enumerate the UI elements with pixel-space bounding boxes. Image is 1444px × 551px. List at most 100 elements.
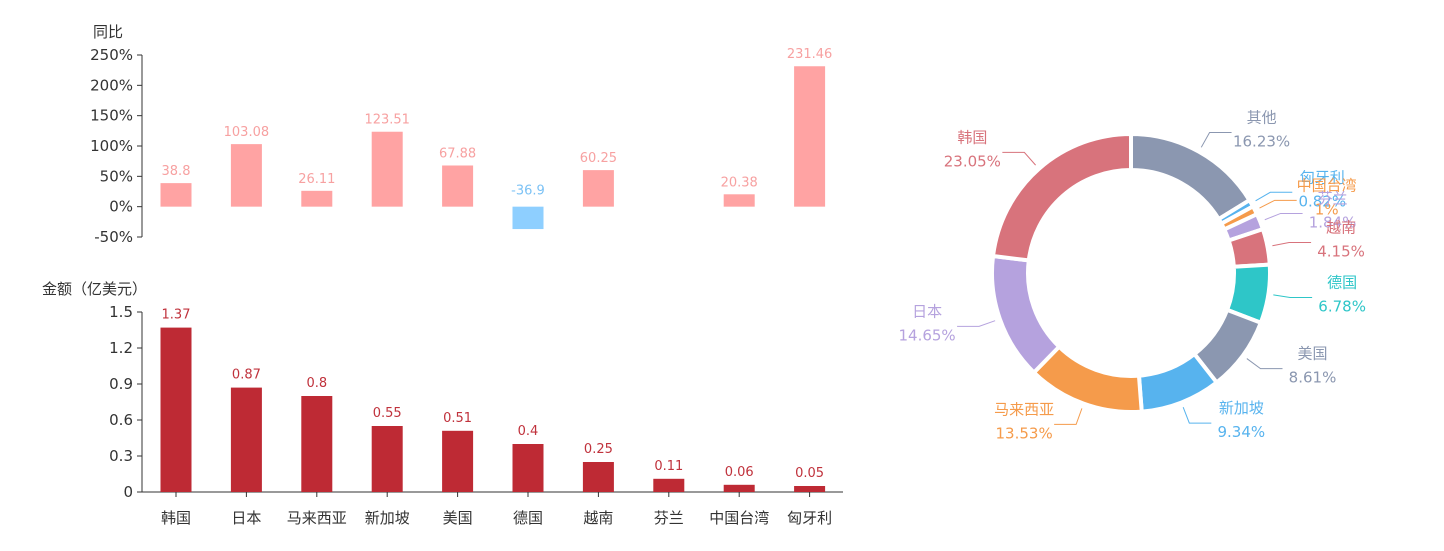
- donut-leader-line: [957, 320, 996, 327]
- donut-slice: [991, 132, 1133, 263]
- category-label: 马来西亚: [287, 509, 347, 527]
- donut-slice-percent: 4.15%: [1317, 242, 1365, 260]
- growth-y-tick-label: 0%: [109, 198, 133, 216]
- amount-value-label: 0.4: [518, 424, 539, 439]
- growth-value-label: 26.11: [298, 172, 335, 187]
- growth-value-label: 103.08: [224, 125, 270, 140]
- amount-value-label: 0.87: [232, 368, 261, 383]
- donut-slice-percent: 0.82%: [1298, 192, 1346, 210]
- growth-y-tick-label: 100%: [90, 137, 133, 155]
- donut-slice-percent: 1.84%: [1309, 213, 1357, 231]
- growth-chart: 同比 250% 200% 150% 100% 50% 0% -50% 38.8 103.08 26.…: [90, 23, 832, 246]
- donut-slice-name: 芬兰: [1318, 189, 1348, 207]
- growth-value-label: 60.25: [580, 151, 617, 166]
- donut-leader-line: [1246, 358, 1283, 370]
- amount-value-label: 0.51: [443, 411, 472, 426]
- donut-slice-percent: 13.53%: [996, 424, 1053, 442]
- donut-leader-line: [1200, 131, 1232, 148]
- growth-value-label: 67.88: [439, 146, 476, 161]
- donut-slice-percent: 8.61%: [1289, 369, 1337, 387]
- donut-leader-line: [1255, 191, 1293, 202]
- amount-value-label: 1.37: [162, 308, 191, 323]
- donut-leader-line: [1259, 199, 1297, 209]
- donut-slice-name: 匈牙利: [1300, 168, 1345, 186]
- donut-leader-line: [1054, 408, 1083, 425]
- category-label: 美国: [443, 509, 473, 527]
- growth-value-label: 38.8: [162, 164, 191, 179]
- donut-leader-line: [1273, 294, 1313, 298]
- amount-value-label: 0.8: [306, 376, 327, 391]
- donut-slice-name: 其他: [1247, 108, 1277, 126]
- amount-value-label: 0.11: [654, 459, 683, 474]
- growth-y-tick-label: 150%: [90, 107, 133, 125]
- growth-value-label: -36.9: [511, 184, 545, 199]
- amount-bar: [160, 327, 192, 492]
- growth-bar: [160, 183, 192, 207]
- growth-y-tick-label: -50%: [94, 228, 133, 246]
- growth-value-label: 123.51: [364, 113, 410, 128]
- growth-bar: [230, 144, 262, 207]
- growth-bar: [442, 165, 474, 207]
- amount-bar: [512, 444, 544, 492]
- amount-bar: [301, 396, 333, 492]
- donut-slice: [1129, 132, 1252, 222]
- growth-bar: [512, 206, 544, 230]
- amount-bar: [442, 430, 474, 492]
- category-label: 匈牙利: [787, 509, 832, 527]
- donut-slice-name: 马来西亚: [994, 400, 1054, 418]
- donut-slice-percent: 16.23%: [1233, 132, 1290, 150]
- amount-bar: [582, 462, 614, 492]
- amount-y-tick-label: 1.5: [109, 303, 133, 321]
- growth-bar: [301, 190, 333, 207]
- donut-slice-name: 德国: [1327, 273, 1357, 291]
- amount-bar: [230, 387, 262, 492]
- category-label: 日本: [231, 509, 261, 527]
- amount-y-tick-label: 0.6: [109, 411, 133, 429]
- amount-y-tick-label: 0: [123, 483, 133, 501]
- amount-value-label: 0.25: [584, 442, 613, 457]
- donut-slice-name: 中国台湾: [1297, 176, 1357, 194]
- donut-slice-name: 日本: [912, 302, 942, 320]
- category-label: 新加坡: [365, 509, 410, 527]
- donut-slice-percent: 9.34%: [1217, 423, 1265, 441]
- growth-bar: [582, 170, 614, 207]
- donut-slice-name: 韩国: [957, 128, 987, 146]
- donut-slice-percent: 14.65%: [898, 326, 955, 344]
- growth-y-tick-label: 250%: [90, 46, 133, 64]
- amount-chart: 金额（亿美元） 1.5 1.2 0.9 0.6 0.3 0 1.37 0.87 0.8 0.55 0.…: [42, 280, 843, 527]
- donut-leader-line: [1272, 241, 1312, 247]
- category-label: 芬兰: [654, 509, 684, 527]
- growth-bar: [794, 66, 826, 207]
- growth-bar: [723, 194, 755, 207]
- growth-value-label: 20.38: [721, 175, 758, 190]
- donut-slice-name: 美国: [1297, 345, 1327, 363]
- growth-y-tick-label: 50%: [100, 167, 133, 185]
- amount-value-label: 0.55: [373, 406, 402, 421]
- amount-axis-title: 金额（亿美元）: [42, 280, 147, 298]
- donut-leader-line: [1002, 151, 1036, 166]
- donut-leader-line: [1264, 212, 1303, 221]
- donut-slice-percent: 1%: [1315, 200, 1339, 218]
- amount-bar: [723, 484, 755, 492]
- amount-bar: [371, 426, 403, 492]
- growth-bar: [371, 131, 403, 207]
- share-donut-chart: 其他 16.23% 匈牙利 0.82%中国台湾 1%芬兰 1.84%越南 4.15% 德国 6.…: [898, 108, 1365, 442]
- amount-bar: [653, 478, 685, 492]
- amount-value-label: 0.06: [725, 465, 754, 480]
- category-label: 中国台湾: [709, 509, 769, 527]
- amount-y-tick-label: 0.9: [109, 375, 133, 393]
- donut-slice-name: 新加坡: [1219, 399, 1264, 417]
- donut-slice-name: 越南: [1326, 218, 1356, 236]
- category-label: 韩国: [161, 509, 191, 527]
- amount-y-tick-label: 1.2: [109, 339, 133, 357]
- growth-y-tick-label: 200%: [90, 76, 133, 94]
- category-label: 德国: [513, 509, 543, 527]
- amount-bar: [794, 486, 826, 492]
- category-label: 越南: [583, 509, 613, 527]
- donut-slice: [990, 254, 1062, 375]
- donut-slice-percent: 6.78%: [1318, 297, 1366, 315]
- growth-axis-title: 同比: [93, 23, 123, 41]
- amount-value-label: 0.05: [795, 466, 824, 481]
